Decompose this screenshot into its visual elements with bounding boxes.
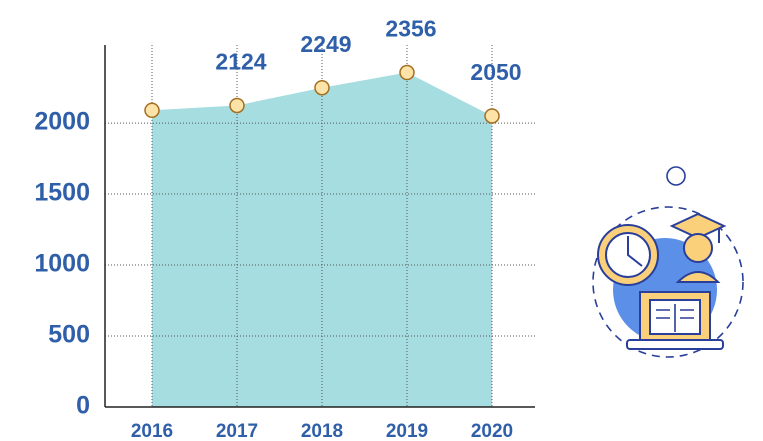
- point: [399, 64, 415, 81]
- x-tick-label: 2019: [386, 421, 428, 441]
- y-tick-label: 500: [48, 321, 90, 349]
- data-label: 2124: [215, 49, 266, 75]
- y-tick-label: 1500: [34, 179, 90, 207]
- x-tick-label: 2020: [471, 421, 513, 441]
- data-label: 2249: [300, 31, 351, 57]
- y-tick-label: 1000: [34, 250, 90, 278]
- point: [314, 79, 330, 96]
- x-tick-label: 2018: [301, 421, 343, 441]
- data-label: 2050: [470, 59, 521, 85]
- point: [229, 97, 245, 114]
- data-label: 2356: [385, 16, 436, 42]
- point: [144, 102, 160, 119]
- x-tick-label: 2017: [216, 421, 258, 441]
- icon: [592, 166, 744, 358]
- x-tick-label: 2016: [131, 421, 173, 441]
- y-tick-label: 2000: [34, 108, 90, 136]
- y-tick-label: 0: [76, 392, 90, 420]
- point: [484, 108, 500, 124]
